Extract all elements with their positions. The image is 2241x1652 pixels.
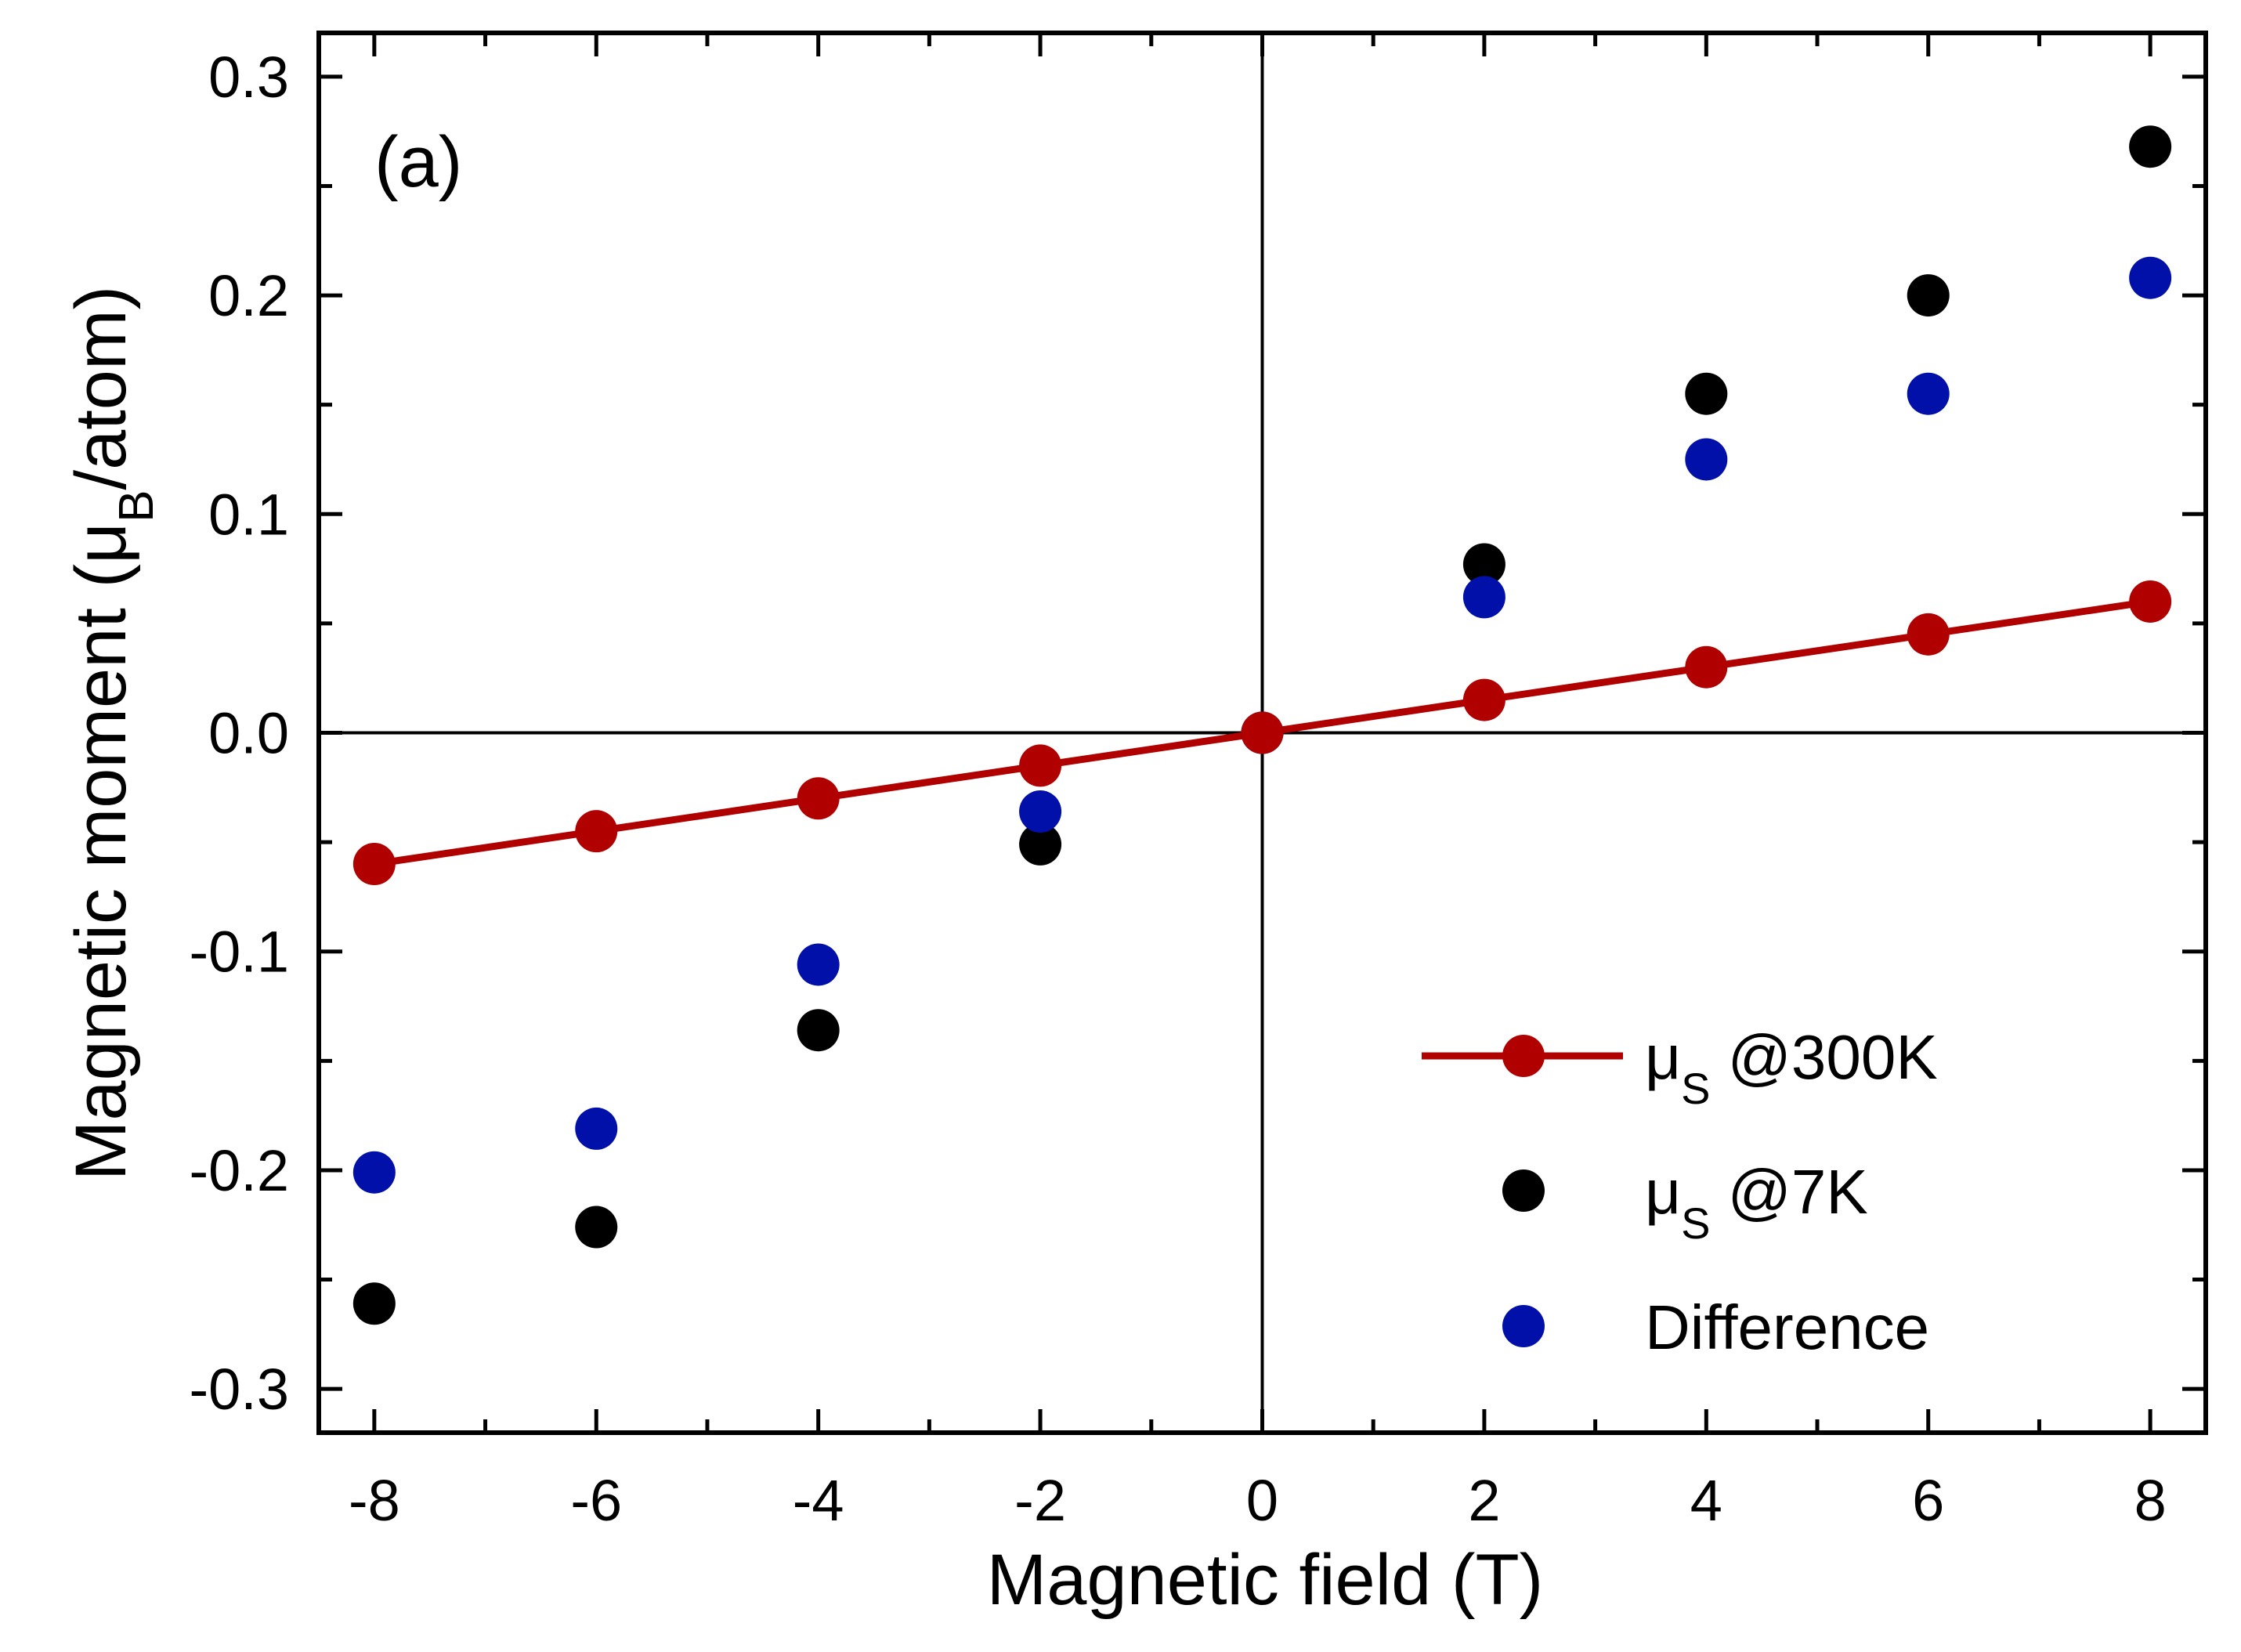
y-tick-label: 0.0 xyxy=(208,701,289,766)
point-300k xyxy=(575,810,618,853)
x-tick-label: 6 xyxy=(1912,1468,1944,1533)
y-tick-label: -0.3 xyxy=(189,1357,289,1422)
point-7k xyxy=(575,1206,618,1249)
point-7k xyxy=(1907,274,1950,317)
point-7k xyxy=(797,1009,840,1052)
legend-label-tail: @300K xyxy=(1710,1022,1937,1092)
point-300k xyxy=(352,843,396,886)
x-tick-label: 8 xyxy=(2134,1468,2167,1533)
point-difference xyxy=(1685,438,1728,481)
legend-label: Difference xyxy=(1645,1292,1929,1362)
y-axis-label-tail: /atom) xyxy=(61,286,141,490)
y-tick-label: -0.2 xyxy=(189,1138,289,1203)
point-difference xyxy=(797,943,840,986)
legend-marker-difference xyxy=(1502,1305,1545,1347)
ticks: -8 -6 -4 -2 0 2 4 6 8 -0.3 -0.2 -0.1 0.0 0.1 0.2 0.3 xyxy=(189,33,2206,1533)
x-tick-label: -8 xyxy=(349,1468,400,1533)
legend-label-main: μ xyxy=(1645,1022,1681,1092)
legend-label-main: Difference xyxy=(1645,1292,1929,1362)
legend-label-tail: @7K xyxy=(1710,1157,1867,1227)
point-300k xyxy=(2129,580,2172,623)
point-difference xyxy=(1907,372,1950,415)
legend-marker-7k xyxy=(1502,1169,1545,1212)
legend-label: μS @300K xyxy=(1645,1022,1938,1113)
y-tick-label: 0.2 xyxy=(208,263,289,328)
point-difference xyxy=(1019,790,1062,833)
legend-label-sub: S xyxy=(1681,1198,1710,1248)
y-tick-label: -0.1 xyxy=(189,920,289,985)
y-tick-label: 0.1 xyxy=(208,482,289,547)
plot-series xyxy=(352,125,2172,1325)
point-7k xyxy=(2129,125,2172,168)
panel-label: (a) xyxy=(374,122,462,202)
point-difference xyxy=(352,1151,396,1194)
y-axis-label-sub: B xyxy=(110,490,164,522)
point-7k xyxy=(1685,372,1728,415)
y-tick-label: 0.3 xyxy=(208,45,289,110)
x-tick-label: 0 xyxy=(1246,1468,1278,1533)
legend-label-main: μ xyxy=(1645,1157,1681,1227)
x-tick-label: -2 xyxy=(1014,1468,1066,1533)
point-300k xyxy=(797,777,840,820)
x-tick-label: 4 xyxy=(1690,1468,1722,1533)
x-tick-label: 2 xyxy=(1468,1468,1500,1533)
point-300k xyxy=(1019,744,1062,787)
x-tick-label: -6 xyxy=(570,1468,622,1533)
legend-label: μS @7K xyxy=(1645,1157,1868,1248)
legend-marker-300k xyxy=(1502,1035,1545,1077)
point-7k xyxy=(1019,822,1062,866)
point-7k xyxy=(352,1282,396,1325)
point-300k xyxy=(1907,613,1950,656)
point-300k xyxy=(1241,711,1284,754)
point-300k xyxy=(1462,678,1505,721)
y-axis-label-main: Magnetic moment (μ xyxy=(61,522,141,1180)
point-7k xyxy=(1462,543,1505,586)
point-difference xyxy=(1462,576,1505,619)
point-300k xyxy=(1685,645,1728,689)
x-tick-label: -4 xyxy=(793,1468,844,1533)
point-difference xyxy=(2129,256,2172,299)
legend-label-sub: S xyxy=(1681,1064,1710,1113)
x-axis-label: Magnetic field (T) xyxy=(987,1540,1544,1620)
y-axis-label: Magnetic moment (μB/atom) xyxy=(61,286,164,1181)
point-difference xyxy=(575,1107,618,1150)
